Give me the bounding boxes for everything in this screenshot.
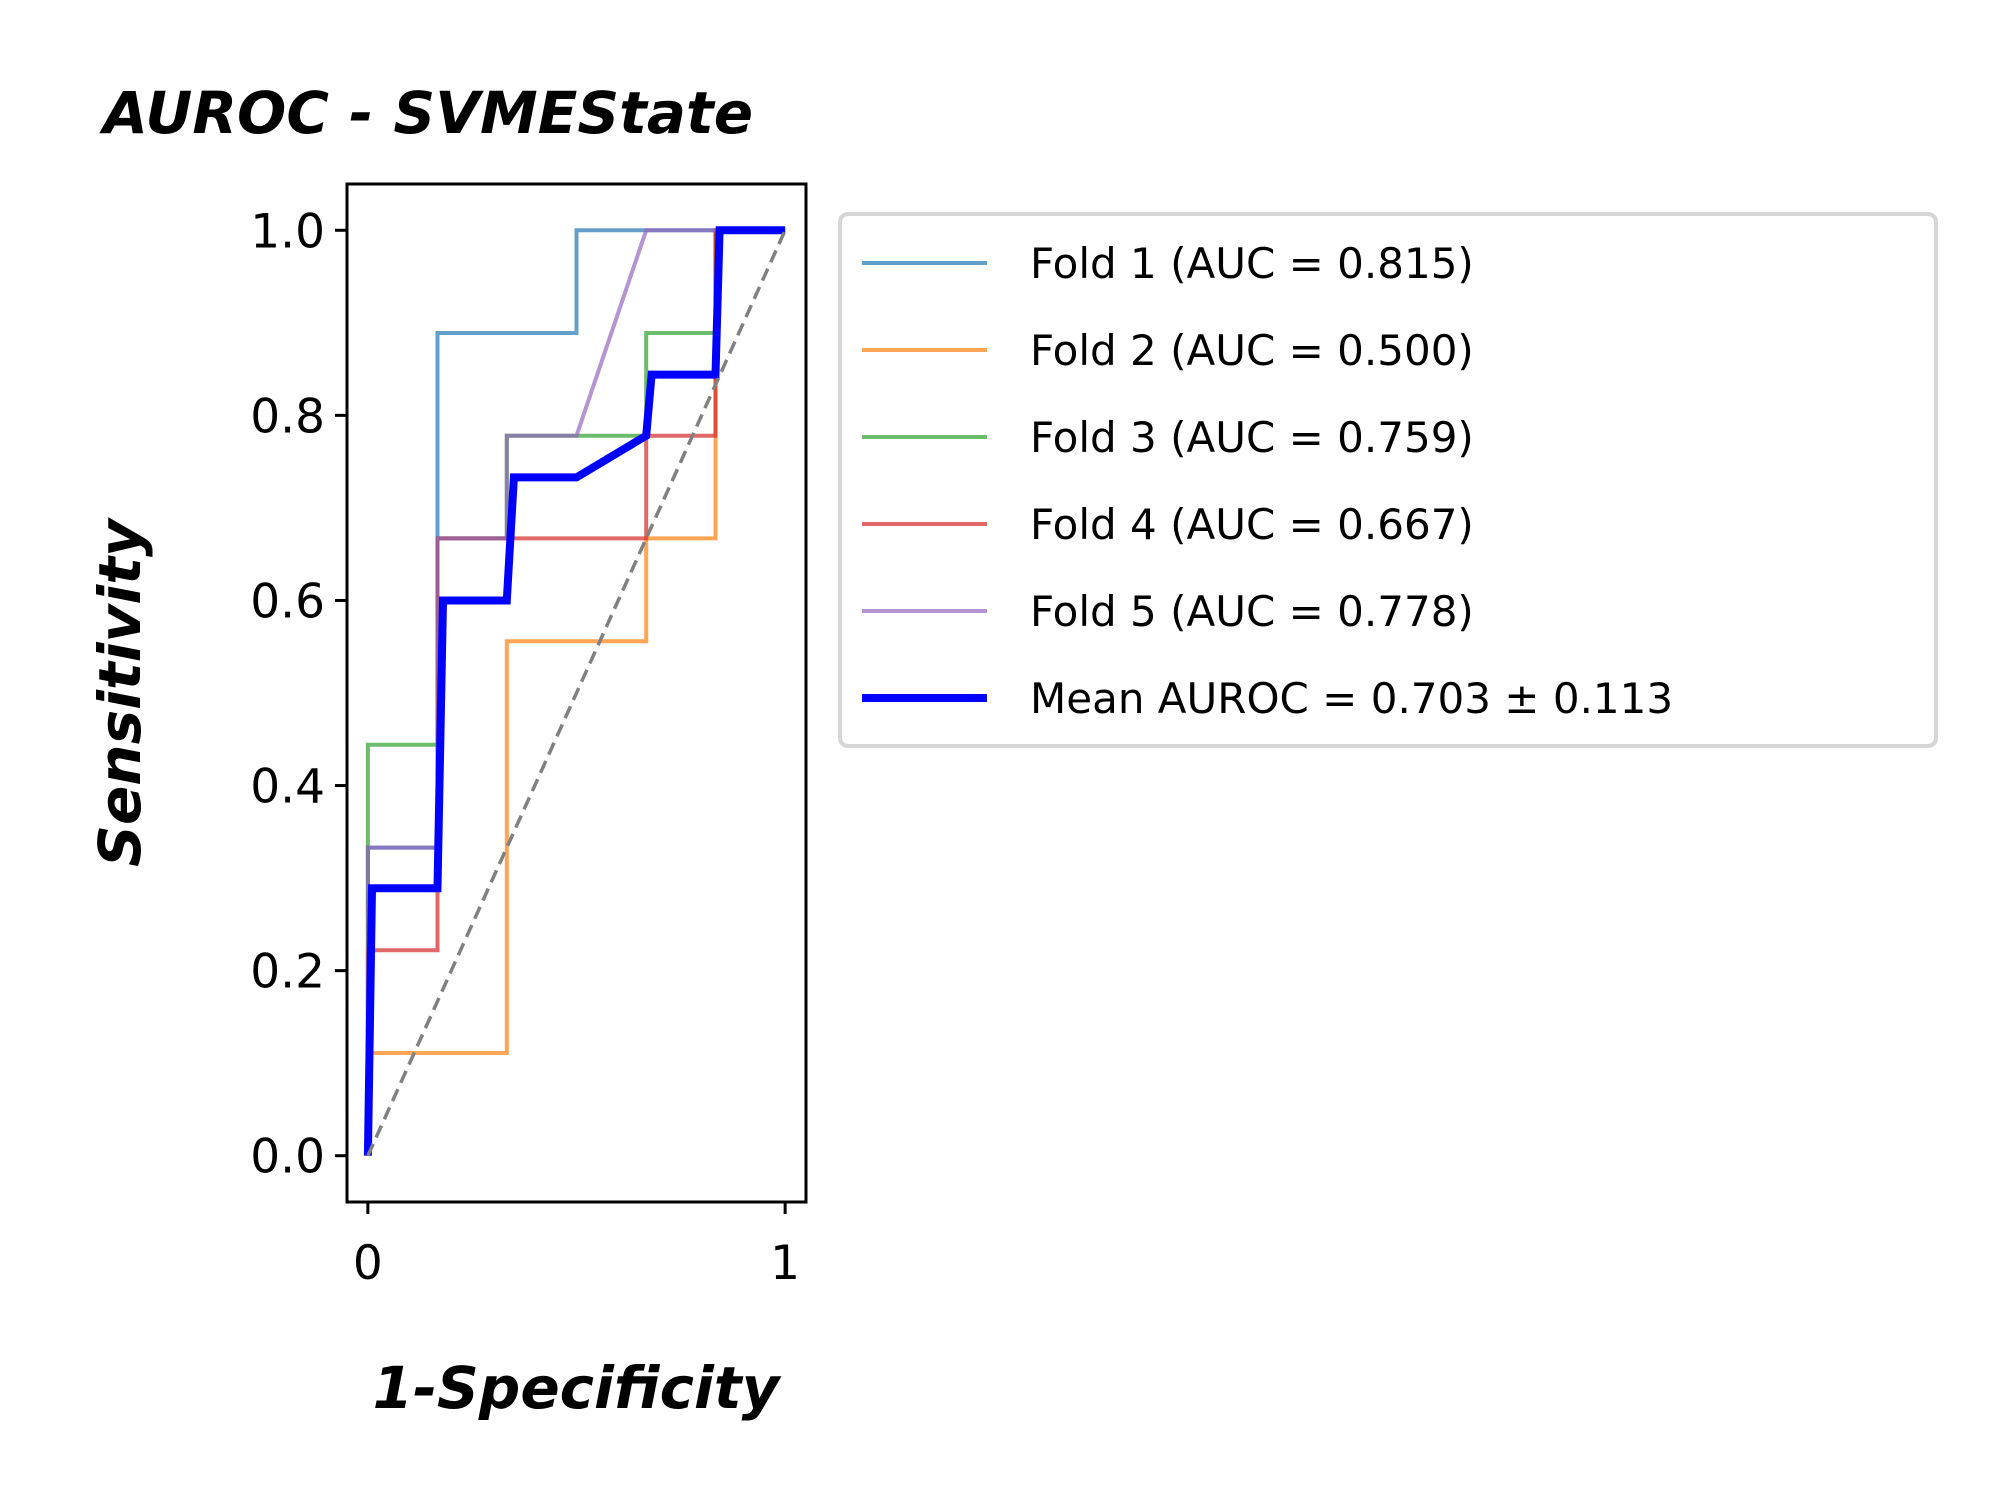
legend-label-6: Mean AUROC = 0.703 ± 0.113 [1030,674,1673,723]
y-tick-label-2: 0.4 [250,760,325,815]
y-tick-label-3: 0.6 [250,574,325,629]
y-axis-ticks: 0.0 0.2 0.4 0.6 0.8 1.0 [250,204,347,1185]
chance-reference-line [366,229,787,1157]
legend-items: Fold 1 (AUC = 0.815) Fold 2 (AUC = 0.500)… [862,239,1673,723]
y-tick-label-4: 0.8 [250,389,325,444]
x-tick-label-1: 1 [770,1236,800,1291]
legend-label-1: Fold 1 (AUC = 0.815) [1030,239,1474,288]
series-line-6 [363,226,786,1156]
legend: Fold 1 (AUC = 0.815) Fold 2 (AUC = 0.500)… [838,212,1938,748]
chart-title: AUROC - SVMEState [99,79,753,147]
plot-frame [345,182,808,1204]
y-tick-label-0: 0.0 [250,1130,325,1185]
y-tick-label-1: 0.2 [250,945,325,1000]
legend-label-4: Fold 4 (AUC = 0.667) [1030,500,1474,549]
plot-area [345,182,808,1204]
x-tick-label-0: 0 [353,1236,383,1291]
y-axis-label: Sensitivity [86,517,154,867]
legend-label-3: Fold 3 (AUC = 0.759) [1030,413,1474,462]
y-tick-label-5: 1.0 [250,204,325,259]
legend-label-5: Fold 5 (AUC = 0.778) [1030,587,1474,636]
series-layer [363,226,787,1157]
legend-frame [838,212,1938,748]
legend-label-2: Fold 2 (AUC = 0.500) [1030,326,1474,375]
x-axis-label: 1-Specificity [373,1354,782,1422]
